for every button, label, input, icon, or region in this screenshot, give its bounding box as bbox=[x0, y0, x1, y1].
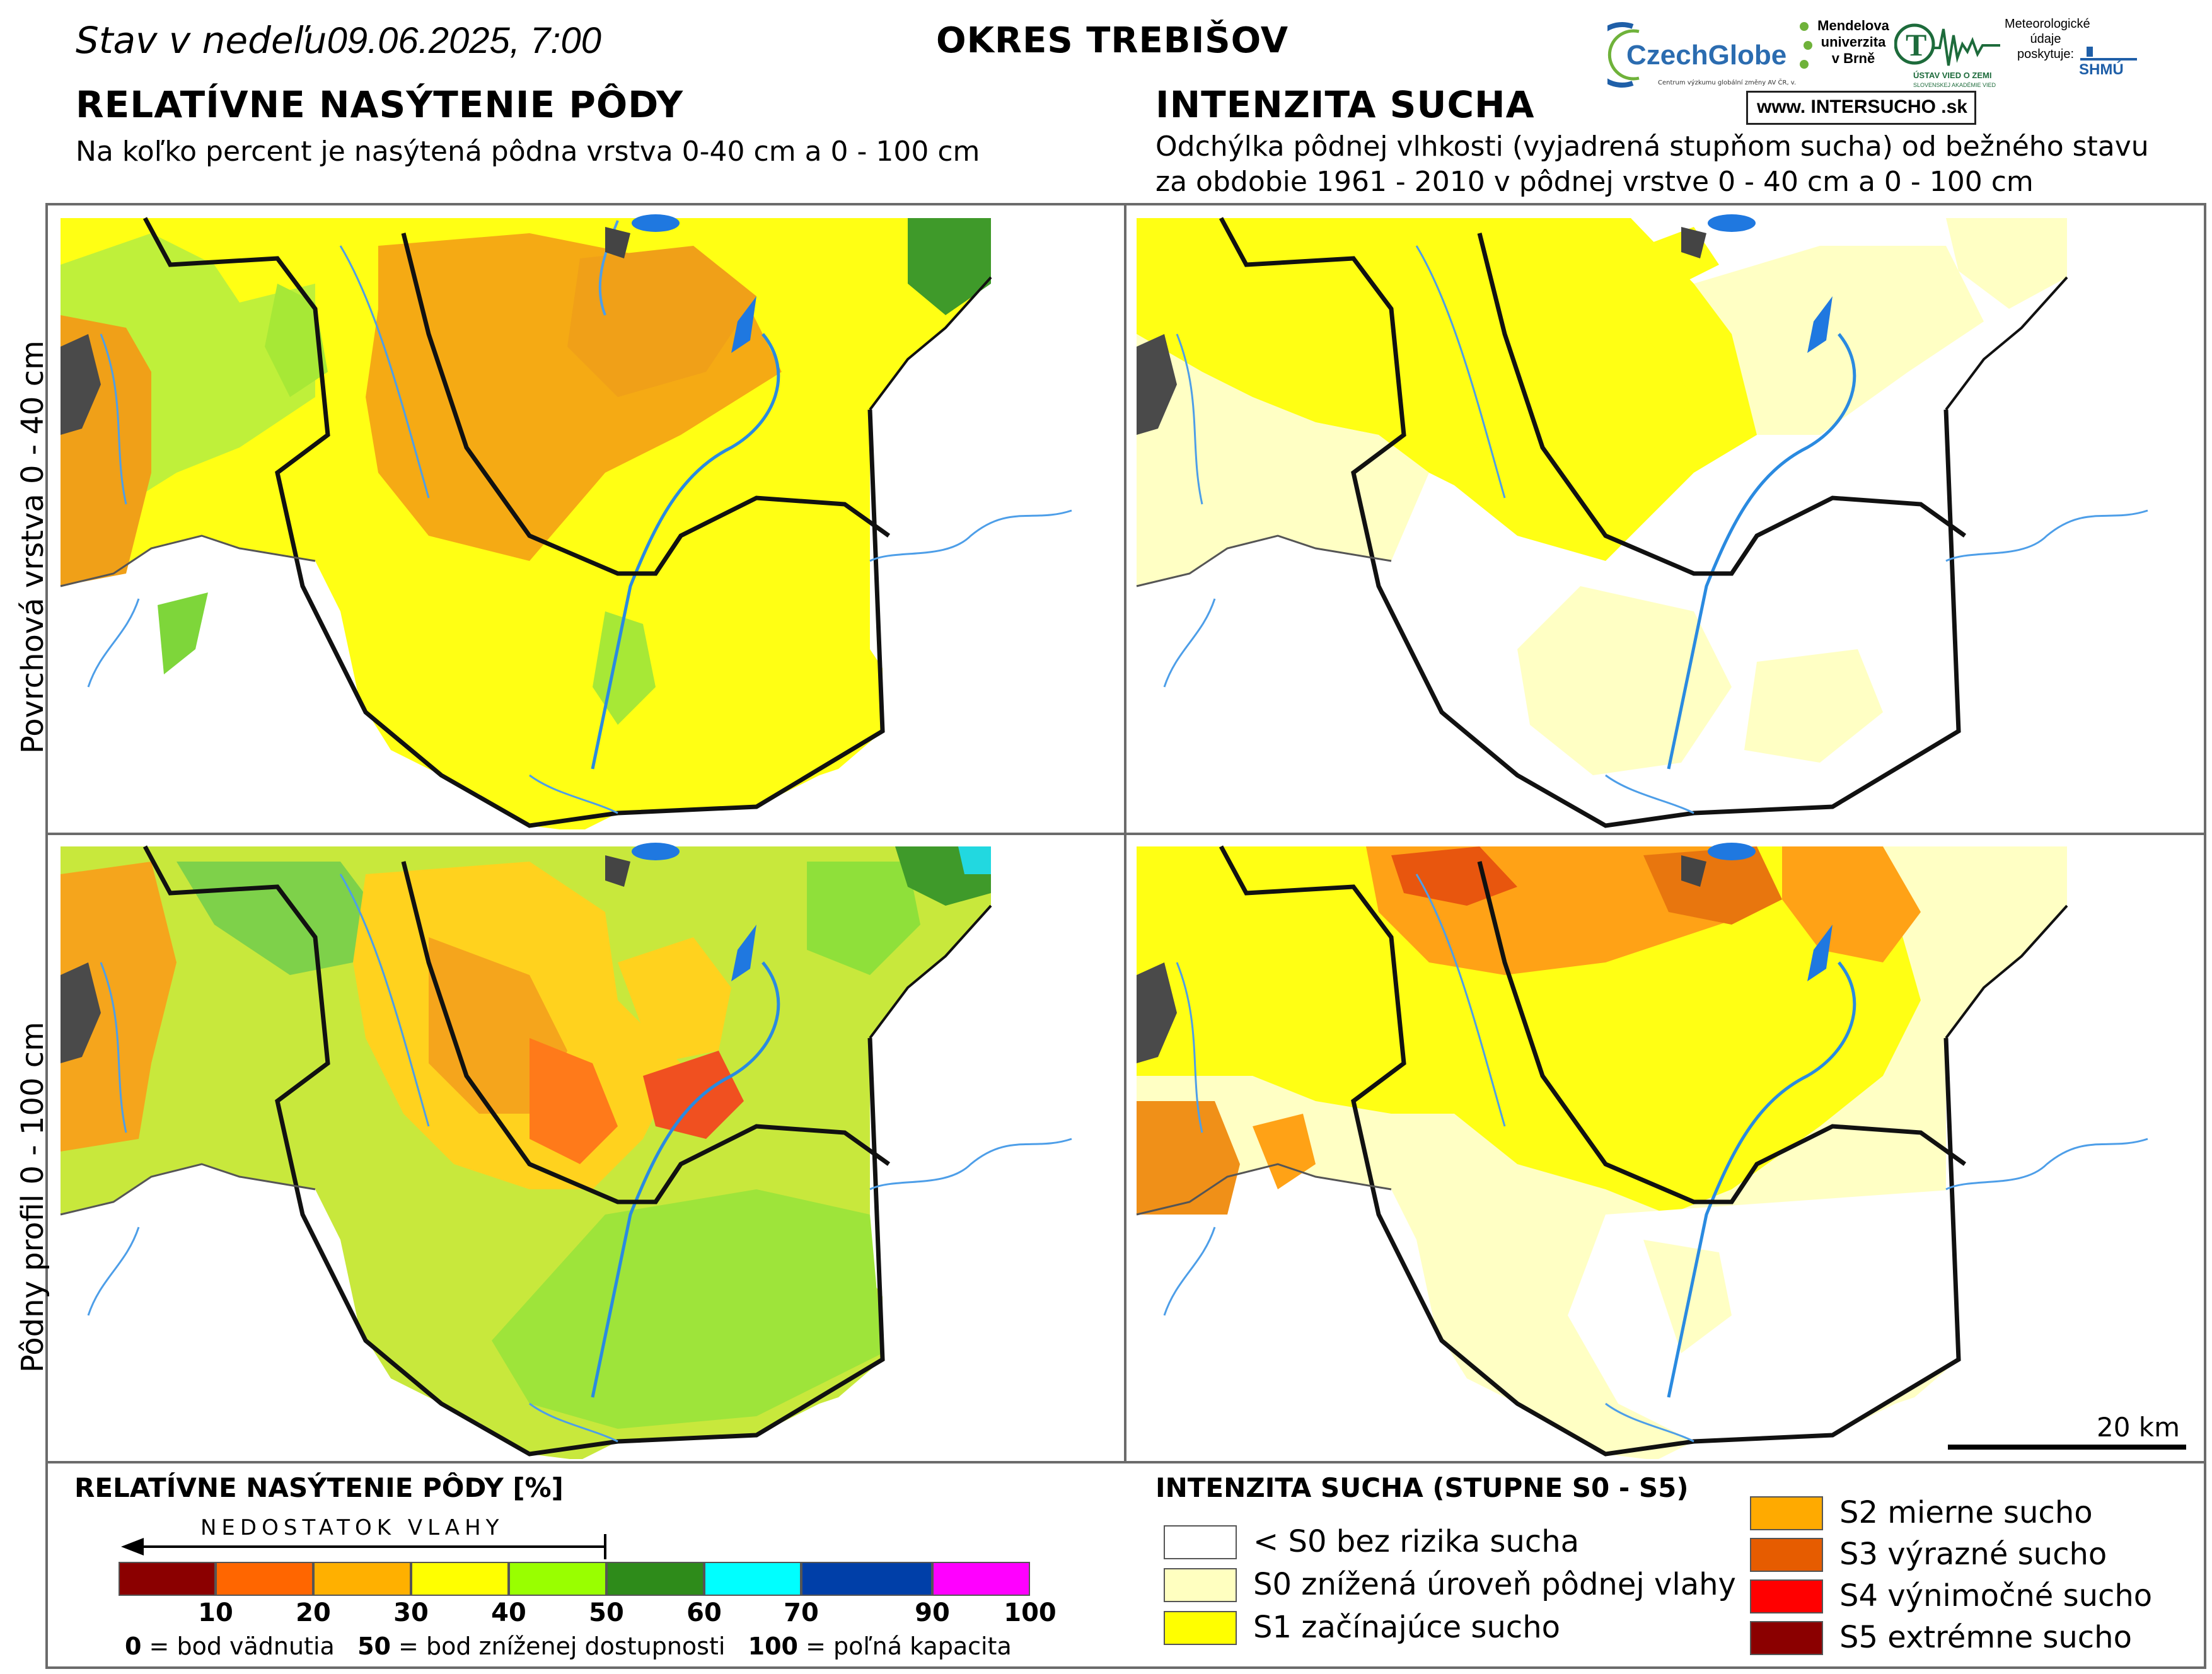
drought-label-3: S2 mierne sucho bbox=[1839, 1495, 2093, 1530]
moisture-deficit-label: NEDOSTATOK VLAHY bbox=[200, 1515, 504, 1540]
mendel-logo: Mendelova univerzita v Brně bbox=[1797, 16, 1891, 92]
colorbar-class-0-10 bbox=[119, 1562, 216, 1596]
scale-bar bbox=[1948, 1445, 2186, 1450]
saturation-legend-title: RELATÍVNE NASÝTENIE PÔDY [%] bbox=[74, 1472, 564, 1503]
czechglobe-subtext: Centrum výzkumu globální změny AV ČR, v.… bbox=[1658, 78, 1797, 86]
drought-swatch-3 bbox=[1750, 1496, 1823, 1530]
drought-title: INTENZITA SUCHA bbox=[1155, 83, 1535, 126]
uvoz-subtext: SLOVENSKEJ AKADÉMIE VIED bbox=[1913, 82, 1996, 88]
meteo-text: Meteorologické údaje poskytuje: bbox=[2005, 17, 2090, 61]
shmu-logo: SHMÚ bbox=[2074, 42, 2143, 79]
legend-divider bbox=[45, 1461, 2206, 1463]
colorbar-tick: 100 bbox=[1004, 1598, 1057, 1627]
note-50-value: 50 bbox=[357, 1632, 391, 1660]
czechglobe-text: CzechGlobe bbox=[1626, 40, 1786, 71]
district-title: OKRES TREBIŠOV bbox=[936, 20, 1289, 61]
drought-label-6: S5 extrémne sucho bbox=[1839, 1620, 2132, 1655]
map-drought-profile bbox=[1126, 836, 2204, 1459]
meteo-note: Meteorologické údaje poskytuje: bbox=[2005, 16, 2090, 86]
colorbar-tick: 30 bbox=[393, 1598, 429, 1627]
saturation-subtitle: Na koľko percent je nasýtená pôdna vrstv… bbox=[76, 136, 980, 168]
uvoz-text: ÚSTAV VIED O ZEMI bbox=[1913, 71, 1991, 80]
drought-subtitle-2: za obdobie 1961 - 2010 v pôdnej vrstve 0… bbox=[1155, 166, 2034, 198]
colorbar-class-90-100 bbox=[932, 1562, 1030, 1596]
drought-label-0: < S0 bez rizika sucha bbox=[1253, 1524, 1580, 1559]
map-saturation-profile bbox=[50, 836, 1122, 1459]
note-100-value: 100 bbox=[748, 1632, 798, 1660]
drought-subtitle-1: Odchýlka pôdnej vlhkosti (vyjadrená stup… bbox=[1155, 130, 2149, 163]
colorbar-class-60-70 bbox=[704, 1562, 801, 1596]
shmu-text: SHMÚ bbox=[2079, 61, 2124, 78]
mendel-text: Mendelova univerzita v Brně bbox=[1817, 18, 1889, 66]
colorbar-class-50-60 bbox=[606, 1562, 704, 1596]
drought-swatch-6 bbox=[1750, 1621, 1823, 1655]
saturation-title: RELATÍVNE NASÝTENIE PÔDY bbox=[76, 83, 684, 126]
intersucho-text: www. INTERSUCHO .sk bbox=[1757, 96, 1967, 117]
colorbar-tick: 50 bbox=[589, 1598, 624, 1627]
partner-logos: CzechGlobe Centrum výzkumu globální změn… bbox=[1589, 10, 2194, 125]
colorbar-tick: 20 bbox=[296, 1598, 331, 1627]
drought-label-4: S3 výrazné sucho bbox=[1839, 1537, 2107, 1572]
drought-label-1: S0 znížená úroveň pôdnej vlahy bbox=[1253, 1567, 1736, 1602]
map-drought-topsoil bbox=[1126, 208, 2204, 829]
note-100-text: = poľná kapacita bbox=[798, 1632, 1012, 1660]
scale-bar-label: 20 km bbox=[2097, 1412, 2180, 1443]
note-0-text: = bod vädnutia bbox=[141, 1632, 335, 1660]
colorbar-tick: 40 bbox=[491, 1598, 526, 1627]
colorbar-class-20-30 bbox=[313, 1562, 411, 1596]
moisture-deficit-arrow bbox=[121, 1534, 606, 1559]
row-divider bbox=[45, 833, 2206, 835]
row-label-topsoil: Povrchová vrstva 0 - 40 cm bbox=[15, 340, 50, 754]
drought-swatch-1 bbox=[1164, 1568, 1237, 1602]
colorbar-class-10-20 bbox=[216, 1562, 313, 1596]
report-date: Stav v nedeľu09.06.2025, 7:00 bbox=[76, 19, 601, 62]
drought-swatch-2 bbox=[1164, 1611, 1237, 1645]
drought-swatch-4 bbox=[1750, 1538, 1823, 1572]
map-saturation-topsoil bbox=[50, 208, 1122, 829]
drought-label-5: S4 výnimočné sucho bbox=[1839, 1578, 2153, 1613]
drought-swatch-0 bbox=[1164, 1525, 1237, 1559]
saturation-legend-note: 0 = bod vädnutia 50 = bod zníženej dostu… bbox=[125, 1632, 1012, 1660]
colorbar-class-70-90 bbox=[801, 1562, 932, 1596]
note-50-text: = bod zníženej dostupnosti bbox=[390, 1632, 726, 1660]
drought-label-2: S1 začínajúce sucho bbox=[1253, 1610, 1560, 1645]
drought-legend-title: INTENZITA SUCHA (STUPNE S0 - S5) bbox=[1155, 1472, 1689, 1503]
svg-text:T: T bbox=[1906, 27, 1926, 62]
colorbar-class-40-50 bbox=[509, 1562, 606, 1596]
drought-swatch-5 bbox=[1750, 1579, 1823, 1613]
colorbar-tick: 90 bbox=[915, 1598, 950, 1627]
colorbar-tick: 70 bbox=[784, 1598, 819, 1627]
uvoz-logo: T ÚSTAV VIED O ZEMI SLOVENSKEJ AKADÉMIE … bbox=[1894, 16, 2001, 92]
colorbar-tick: 60 bbox=[686, 1598, 722, 1627]
intersucho-logo: www. INTERSUCHO .sk bbox=[1746, 91, 1976, 125]
row-label-profile: Pôdny profil 0 - 100 cm bbox=[15, 1022, 50, 1373]
colorbar-tick: 10 bbox=[198, 1598, 233, 1627]
note-0-value: 0 bbox=[125, 1632, 142, 1660]
czechglobe-logo: CzechGlobe Centrum výzkumu globální změn… bbox=[1589, 14, 1809, 96]
date-value: 09.06.2025, 7:00 bbox=[327, 20, 601, 61]
date-prefix: Stav v nedeľu bbox=[76, 19, 327, 62]
colorbar-class-30-40 bbox=[411, 1562, 509, 1596]
